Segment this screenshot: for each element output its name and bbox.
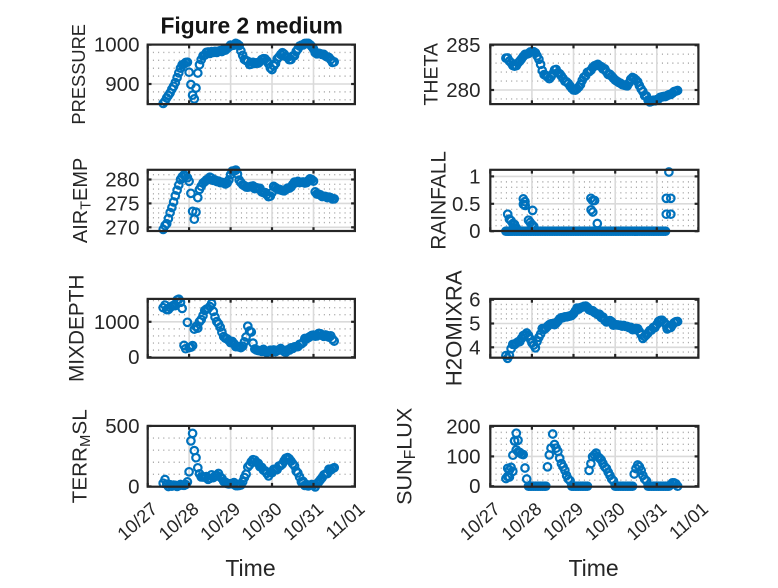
svg-text:285: 285 bbox=[446, 34, 480, 57]
svg-text:900: 900 bbox=[105, 73, 139, 96]
svg-text:H2OMIXRA: H2OMIXRA bbox=[442, 270, 467, 386]
svg-text:500: 500 bbox=[105, 415, 139, 438]
svg-text:TERRMSL: TERRMSL bbox=[68, 409, 94, 503]
svg-text:Time: Time bbox=[568, 555, 618, 581]
svg-text:100: 100 bbox=[446, 445, 480, 468]
svg-text:270: 270 bbox=[105, 216, 139, 239]
svg-text:1000: 1000 bbox=[94, 34, 140, 57]
svg-text:280: 280 bbox=[105, 169, 139, 192]
svg-text:THETA: THETA bbox=[421, 43, 443, 105]
svg-text:RAINFALL: RAINFALL bbox=[428, 151, 451, 250]
svg-text:0: 0 bbox=[469, 475, 480, 498]
svg-text:1: 1 bbox=[469, 165, 480, 188]
svg-text:MIXDEPTH: MIXDEPTH bbox=[66, 275, 89, 382]
svg-text:4: 4 bbox=[469, 336, 480, 359]
svg-text:200: 200 bbox=[446, 416, 480, 439]
svg-text:5: 5 bbox=[469, 313, 480, 336]
svg-text:0: 0 bbox=[128, 346, 139, 369]
svg-text:AIRTEMP: AIRTEMP bbox=[70, 158, 95, 243]
svg-text:275: 275 bbox=[105, 192, 139, 215]
svg-text:0.5: 0.5 bbox=[452, 193, 481, 216]
svg-text:6: 6 bbox=[469, 289, 480, 312]
svg-text:0: 0 bbox=[469, 220, 480, 243]
svg-text:1000: 1000 bbox=[94, 311, 140, 334]
svg-text:280: 280 bbox=[446, 79, 480, 102]
svg-text:Time: Time bbox=[225, 555, 275, 581]
svg-text:PRESSURE: PRESSURE bbox=[68, 24, 89, 125]
svg-text:Figure 2 medium: Figure 2 medium bbox=[160, 13, 342, 39]
svg-text:0: 0 bbox=[128, 475, 139, 498]
